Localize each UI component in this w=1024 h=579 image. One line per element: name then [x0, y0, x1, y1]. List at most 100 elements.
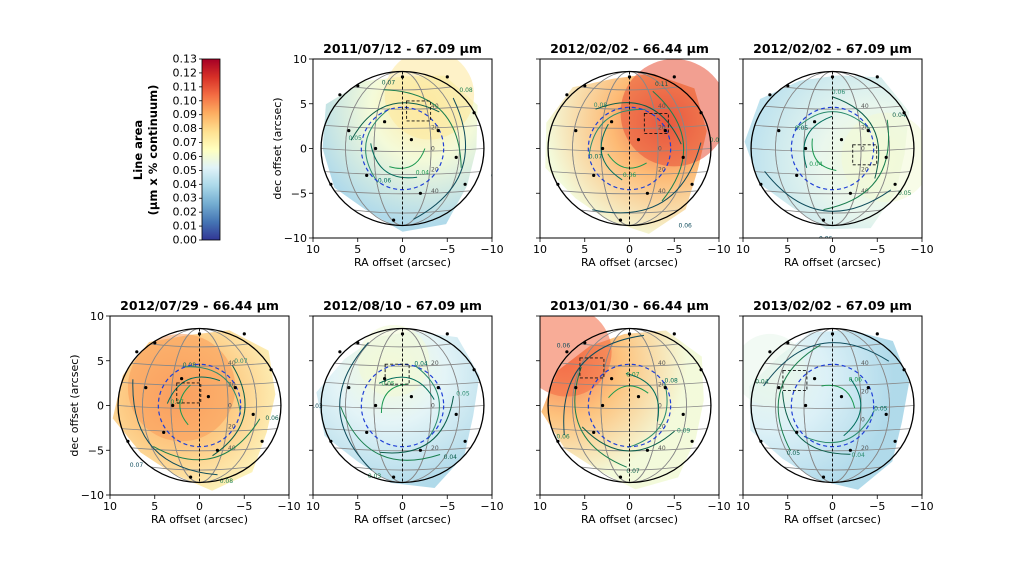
- contour-line: [182, 366, 242, 415]
- contour-line: [625, 373, 659, 422]
- latitude-label: 40: [658, 445, 666, 452]
- sample-point: [821, 475, 826, 479]
- y-tick-label: −5: [88, 444, 104, 457]
- x-tick-label: 10: [533, 243, 547, 256]
- latitude-label: 40: [431, 188, 439, 195]
- panel-2: 40 20 0 20 40 0.06 0.07 0.08 0.11 0.05 0.06 10 5 0 −5 −…: [533, 41, 731, 269]
- panel-3: 40 20 0 20 40 0.04 0.05 0.06 0.04 0.05 0.06 10 5 0 −5 −…: [736, 41, 934, 269]
- x-tick-label: 5: [784, 243, 791, 256]
- panel-content: 40 20 0 20 40 0.04 0.05 0.06 0.04 0.05 0.06: [744, 70, 922, 238]
- heatmap-hotspot: [841, 112, 922, 203]
- sample-point: [795, 430, 799, 434]
- colorbar-tick-label: 0.13: [173, 53, 198, 66]
- y-tick-label: −10: [284, 232, 307, 245]
- sample-point: [144, 386, 148, 390]
- sample-point: [463, 439, 467, 443]
- y-tick-label: 10: [293, 53, 307, 66]
- contour-line: [652, 90, 684, 202]
- planet-limb: [320, 70, 485, 227]
- x-tick-label: 5: [581, 243, 588, 256]
- contour-label: 0.04: [852, 452, 866, 459]
- colorbar-tick-label: 0.12: [173, 66, 198, 79]
- sample-point: [804, 403, 808, 408]
- x-tick-label: 5: [581, 500, 588, 513]
- latitude-label: 40: [228, 445, 236, 452]
- contour-label: 0.05: [898, 190, 912, 197]
- latitude-label: 40: [658, 188, 666, 195]
- latitude-label: 40: [228, 360, 236, 367]
- y-axis-label-group: dec offset (arcsec): [68, 354, 81, 456]
- x-tick-label: −5: [439, 243, 455, 256]
- sample-point: [592, 173, 596, 177]
- panel-content: 20 0 20 0.05 0.04 0.05 0.04 0.03 0.03: [313, 324, 485, 488]
- latitude-line: [551, 428, 708, 432]
- sample-point: [162, 430, 166, 434]
- sample-point: [392, 218, 396, 222]
- contour-line: [339, 342, 372, 471]
- contour-line: [595, 102, 682, 145]
- spaxel-box: [579, 357, 605, 379]
- sample-point: [618, 475, 623, 479]
- sample-point: [400, 332, 405, 336]
- panel-title: 2012/02/02 - 67.09 µm: [753, 41, 912, 56]
- sample-point: [347, 386, 351, 390]
- contour-line: [843, 378, 862, 437]
- x-tick-label: −10: [480, 500, 503, 513]
- latitude-line: [751, 405, 914, 409]
- contour-label: 0.05: [787, 450, 801, 457]
- latitude-label: 20: [658, 424, 666, 431]
- sample-point: [875, 75, 879, 79]
- latitude-label: 20: [228, 381, 236, 388]
- colorbar-tick-label: 0.03: [173, 192, 198, 205]
- x-tick-label: −5: [439, 500, 455, 513]
- contour-label: 0.06: [623, 172, 637, 179]
- colorbar-tick-label: 0.06: [173, 150, 198, 163]
- heatmap-hotspot: [743, 333, 806, 406]
- latitude-label: 20: [431, 167, 439, 174]
- latitude-label: 40: [658, 360, 666, 367]
- spaxel-box: [852, 144, 878, 166]
- planet-limb: [750, 70, 915, 227]
- x-tick-label: 5: [784, 500, 791, 513]
- sample-point: [365, 430, 369, 434]
- latitude-label: 40: [861, 360, 869, 367]
- sample-point: [463, 182, 467, 186]
- contour-label: 0.06: [832, 89, 846, 96]
- colorbar: [201, 58, 221, 241]
- latitude-line: [580, 86, 679, 91]
- fov-circle: [360, 363, 445, 448]
- contour-line: [389, 148, 426, 169]
- x-tick-label: 0: [626, 243, 633, 256]
- contour-label: 0.06: [378, 177, 392, 184]
- contour-label: 0.04: [444, 454, 458, 461]
- sample-point: [839, 138, 844, 142]
- contour-label: 0.04: [809, 161, 823, 168]
- x-tick-label: −10: [707, 243, 730, 256]
- latitude-label: 0: [861, 417, 865, 424]
- x-tick-label: 10: [306, 500, 320, 513]
- sample-point: [242, 332, 246, 336]
- sample-point: [768, 350, 772, 354]
- sample-point: [795, 173, 799, 177]
- x-tick-label: 10: [736, 500, 750, 513]
- latitude-line: [783, 343, 882, 348]
- sample-point: [813, 377, 817, 381]
- contour-line: [383, 89, 462, 168]
- x-tick-label: −5: [666, 243, 682, 256]
- latitude-label: 20: [228, 424, 236, 431]
- sample-point: [627, 332, 632, 336]
- sample-point: [645, 191, 650, 195]
- latitude-label: 0: [658, 146, 662, 153]
- sample-point: [383, 120, 387, 124]
- sample-point: [436, 129, 440, 133]
- sample-point: [409, 138, 413, 142]
- sample-point: [636, 395, 641, 399]
- sample-point: [839, 395, 844, 399]
- sample-point: [233, 386, 237, 390]
- contour-line: [179, 384, 191, 426]
- sample-point: [400, 75, 405, 79]
- contour-line: [821, 384, 856, 409]
